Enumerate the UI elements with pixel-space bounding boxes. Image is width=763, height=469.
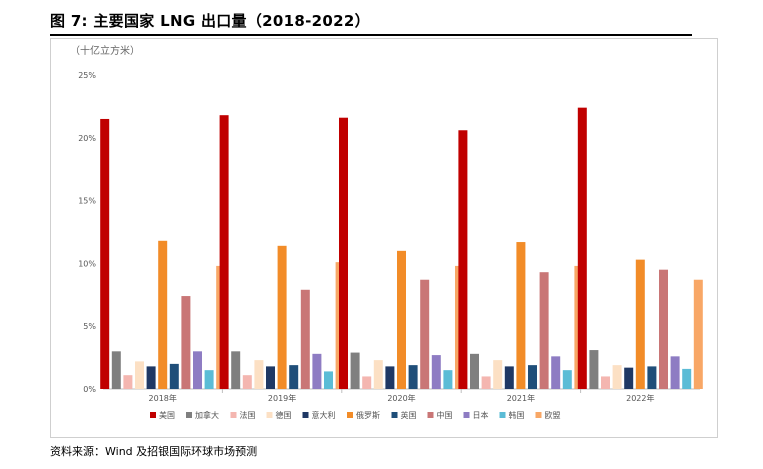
legend-label: 日本 — [473, 410, 489, 420]
legend-swatch — [302, 412, 309, 418]
legend-swatch — [535, 412, 542, 418]
bar — [516, 242, 526, 389]
legend-label: 俄罗斯 — [356, 410, 380, 420]
legend-swatch — [347, 412, 353, 418]
bar — [647, 366, 657, 389]
bar — [562, 370, 572, 389]
bar — [408, 365, 418, 389]
legend-swatch — [230, 412, 237, 418]
bar — [693, 279, 703, 389]
bar — [158, 240, 168, 389]
bar — [470, 353, 479, 389]
bar — [670, 356, 680, 389]
x-tick-label: 2020年 — [387, 393, 415, 403]
bar — [612, 365, 622, 389]
figure-title: 图 7: 主要国家 LNG 出口量（2018-2022） — [50, 12, 370, 30]
legend-label: 德国 — [276, 410, 292, 420]
legend-swatch — [463, 412, 470, 418]
x-tick-label: 2019年 — [268, 393, 296, 403]
legend-label: 法国 — [240, 410, 256, 420]
y-tick-label: 10% — [78, 259, 96, 268]
y-tick-label: 25% — [78, 71, 96, 80]
bar — [123, 375, 133, 389]
legend-swatch — [427, 412, 434, 418]
bar — [481, 376, 491, 389]
bar — [577, 107, 587, 389]
legend-swatch — [266, 412, 273, 418]
bar — [431, 355, 441, 389]
bar — [231, 351, 241, 389]
legend-swatch — [150, 412, 156, 418]
bar — [146, 366, 156, 389]
bar — [458, 130, 468, 390]
bar — [385, 366, 395, 389]
bar — [397, 250, 406, 389]
bar — [635, 259, 645, 389]
bar — [659, 269, 668, 389]
y-tick-label: 5% — [83, 322, 96, 331]
unit-label: （十亿立方米） — [70, 46, 140, 57]
legend-label: 欧盟 — [545, 410, 561, 420]
bar — [100, 118, 110, 390]
bar — [373, 360, 383, 389]
legend-label: 中国 — [437, 410, 453, 420]
bar — [181, 296, 191, 389]
legend-swatch — [186, 412, 192, 418]
bar — [350, 352, 360, 389]
bar — [504, 366, 514, 389]
legend-label: 英国 — [401, 410, 417, 420]
y-tick-label: 20% — [78, 134, 96, 143]
bar — [289, 365, 299, 389]
bar — [551, 356, 561, 389]
bar — [682, 368, 692, 389]
x-tick-label: 2021年 — [507, 393, 535, 403]
legend-label: 韩国 — [509, 410, 525, 420]
legend-label: 美国 — [159, 410, 175, 420]
bar — [135, 361, 144, 389]
bar — [300, 289, 310, 389]
bar — [528, 365, 537, 389]
legend-swatch — [499, 412, 506, 418]
bar — [312, 353, 322, 389]
bar — [339, 117, 348, 389]
bar — [277, 245, 287, 389]
bar — [266, 366, 275, 389]
y-tick-label: 15% — [78, 197, 96, 206]
bar — [539, 272, 549, 389]
bar — [219, 115, 229, 389]
bar — [624, 367, 634, 389]
bar — [242, 375, 252, 389]
legend-label: 意大利 — [312, 410, 336, 420]
bar — [204, 370, 214, 389]
bar — [169, 363, 179, 389]
chart-frame — [50, 38, 718, 438]
bar — [254, 360, 264, 389]
bar — [111, 351, 121, 389]
bar — [324, 371, 333, 389]
source-note: 资料来源：Wind 及招银国际环球市场预测 — [50, 445, 258, 458]
bar — [493, 360, 503, 389]
y-tick-label: 0% — [83, 385, 96, 394]
x-tick-label: 2022年 — [626, 393, 654, 403]
title-rule — [50, 34, 692, 36]
bar — [193, 351, 202, 389]
legend-swatch — [391, 412, 398, 418]
bar — [601, 376, 610, 389]
bar — [420, 279, 430, 389]
bar — [362, 376, 372, 389]
legend-label: 加拿大 — [195, 410, 219, 420]
x-tick-label: 2018年 — [149, 393, 177, 403]
bar — [589, 350, 599, 389]
bar — [443, 370, 453, 389]
